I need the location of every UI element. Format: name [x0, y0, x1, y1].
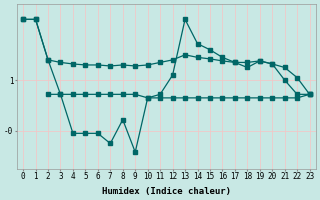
X-axis label: Humidex (Indice chaleur): Humidex (Indice chaleur) [102, 187, 231, 196]
